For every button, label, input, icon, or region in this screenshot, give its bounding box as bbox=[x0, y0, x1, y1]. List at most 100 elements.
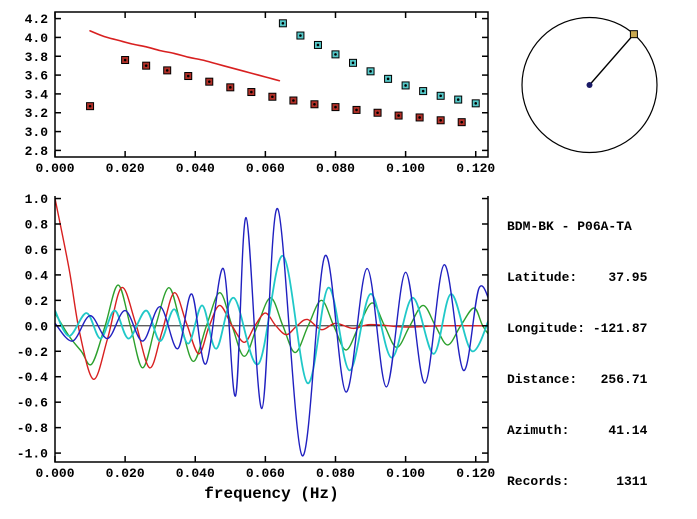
y-tick-label: 2.8 bbox=[25, 144, 49, 159]
x-tick-label: 0.080 bbox=[316, 161, 355, 176]
x-tick-label: 0.080 bbox=[316, 466, 355, 481]
marker-center-dot bbox=[316, 43, 320, 47]
marker-center-dot bbox=[165, 69, 169, 72]
azimuth-dial bbox=[521, 16, 658, 154]
x-tick-label: 0.100 bbox=[386, 466, 425, 481]
series-red-waveform bbox=[55, 197, 488, 380]
marker-center-dot bbox=[271, 95, 274, 99]
x-tick-label: 0.000 bbox=[35, 161, 74, 176]
marker-center-dot bbox=[144, 64, 148, 67]
y-tick-label: 0.8 bbox=[25, 218, 49, 233]
info-line-records: Records: 1311 bbox=[507, 473, 647, 490]
series-red-reference-curve bbox=[89, 30, 281, 82]
records-value: 1311 bbox=[616, 474, 648, 489]
dispersion-series-area bbox=[86, 19, 480, 127]
marker-center-dot bbox=[376, 111, 379, 115]
info-line-latitude: Latitude: 37.95 bbox=[507, 269, 647, 286]
x-tick-label: 0.020 bbox=[106, 466, 145, 481]
series-cyan-dispersion-picks bbox=[278, 19, 480, 108]
distance-label: Distance: bbox=[507, 372, 578, 387]
y-tick-label: 0.4 bbox=[25, 268, 49, 283]
latitude-value: 37.95 bbox=[608, 270, 648, 285]
marker-center-dot bbox=[369, 70, 372, 73]
waveform-plot: 0.000 0.020 0.040 0.060 0.080 0.100 0.120 -1.0 -… bbox=[17, 192, 496, 503]
x-tick-label: 0.120 bbox=[456, 161, 495, 176]
marker-center-dot bbox=[421, 89, 425, 93]
distance-value: 256.71 bbox=[600, 372, 648, 387]
azimuth-label: Azimuth: bbox=[507, 423, 570, 438]
info-line-azimuth: Azimuth: 41.14 bbox=[507, 422, 647, 439]
y-tick-label: 0.0 bbox=[25, 319, 49, 334]
dial-azimuth-line bbox=[588, 33, 635, 86]
x-tick-label: 0.040 bbox=[176, 161, 215, 176]
marker-center-dot bbox=[334, 53, 337, 56]
y-tick-label: 4.2 bbox=[25, 12, 49, 27]
longitude-value: -121.87 bbox=[592, 321, 648, 336]
x-tick-label: 0.060 bbox=[246, 161, 285, 176]
y-tick-label: 3.4 bbox=[25, 87, 49, 102]
marker-center-dot bbox=[397, 114, 400, 117]
longitude-label: Longitude: bbox=[507, 321, 586, 336]
marker-center-dot bbox=[250, 90, 253, 94]
marker-center-dot bbox=[229, 86, 232, 89]
station-info-panel: BDM-BK - P06A-TA Latitude: 37.95 Longitu… bbox=[507, 184, 647, 507]
y-tick-label: -0.2 bbox=[17, 345, 48, 360]
dispersion-axes: 0.000 0.020 0.040 0.060 0.080 0.100 0.120 2.8 3.… bbox=[25, 11, 495, 176]
marker-center-dot bbox=[439, 94, 442, 98]
y-tick-label: 3.0 bbox=[25, 125, 49, 140]
y-tick-label: 3.2 bbox=[25, 106, 49, 121]
x-tick-label: 0.020 bbox=[106, 161, 145, 176]
info-line-distance: Distance: 256.71 bbox=[507, 371, 647, 388]
marker-center-dot bbox=[351, 61, 355, 65]
marker-center-dot bbox=[299, 34, 302, 37]
dispersion-plot: 0.000 0.020 0.040 0.060 0.080 0.100 0.120 2.8 3.… bbox=[25, 11, 495, 176]
series-green-waveform bbox=[55, 284, 488, 369]
marker-center-dot bbox=[207, 80, 211, 83]
series-red-dispersion-picks bbox=[86, 56, 466, 127]
info-line-longitude: Longitude: -121.87 bbox=[507, 320, 647, 337]
series-cyan-waveform bbox=[55, 254, 488, 385]
y-tick-label: 1.0 bbox=[25, 192, 49, 207]
x-tick-label: 0.120 bbox=[456, 466, 495, 481]
waveform-series-area bbox=[55, 197, 488, 457]
marker-center-dot bbox=[292, 99, 295, 102]
y-tick-label: 0.6 bbox=[25, 243, 49, 258]
y-tick-label: 3.6 bbox=[25, 69, 49, 84]
dial-circle bbox=[521, 16, 658, 154]
marker-center-dot bbox=[439, 118, 442, 122]
azimuth-value: 41.14 bbox=[608, 423, 648, 438]
marker-center-dot bbox=[456, 98, 460, 101]
marker-center-dot bbox=[460, 120, 464, 124]
records-label: Records: bbox=[507, 474, 570, 489]
x-axis-label: frequency (Hz) bbox=[204, 485, 338, 503]
marker-center-dot bbox=[355, 108, 358, 112]
marker-center-dot bbox=[418, 116, 421, 119]
x-tick-label: 0.040 bbox=[176, 466, 215, 481]
x-tick-label: 0.000 bbox=[35, 466, 74, 481]
y-tick-label: -0.4 bbox=[17, 370, 48, 385]
y-tick-label: -0.8 bbox=[17, 421, 48, 436]
marker-center-dot bbox=[386, 77, 390, 81]
marker-center-dot bbox=[186, 74, 190, 78]
y-tick-label: 0.2 bbox=[25, 294, 49, 309]
x-tick-label: 0.060 bbox=[246, 466, 285, 481]
waveform-axes: 0.000 0.020 0.040 0.060 0.080 0.100 0.120 -1.0 -… bbox=[17, 192, 496, 481]
x-tick-label: 0.100 bbox=[386, 161, 425, 176]
latitude-label: Latitude: bbox=[507, 270, 578, 285]
marker-center-dot bbox=[404, 84, 407, 87]
station-pair-title: BDM-BK - P06A-TA bbox=[507, 219, 632, 234]
marker-center-dot bbox=[334, 105, 337, 109]
y-tick-label: 4.0 bbox=[25, 31, 49, 46]
dial-center-dot bbox=[586, 82, 593, 88]
series-blue-waveform bbox=[55, 208, 488, 457]
marker-center-dot bbox=[88, 104, 92, 108]
marker-center-dot bbox=[281, 21, 285, 25]
dial-azimuth-marker bbox=[629, 30, 638, 39]
y-tick-label: 3.8 bbox=[25, 50, 49, 65]
marker-center-dot bbox=[123, 58, 127, 62]
marker-center-dot bbox=[474, 102, 478, 105]
y-tick-label: -1.0 bbox=[17, 447, 48, 462]
marker-center-dot bbox=[313, 102, 316, 106]
